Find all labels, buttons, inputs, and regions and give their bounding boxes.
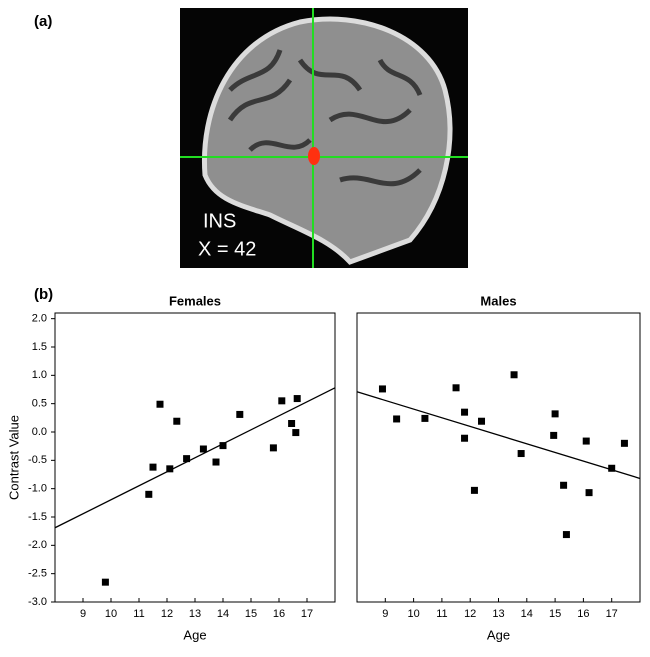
- data-point: [219, 442, 227, 450]
- y-tick-label: -2.0: [28, 539, 47, 551]
- y-tick-label: 1.5: [32, 341, 47, 353]
- y-tick-label: -1.0: [28, 483, 47, 495]
- x-tick-label: 11: [133, 608, 144, 620]
- y-tick-label: 0.5: [32, 398, 47, 410]
- data-point: [550, 431, 558, 439]
- x-tick-label: 14: [217, 608, 229, 620]
- y-tick-label: -2.5: [28, 568, 47, 580]
- mri-image: INS X = 42: [180, 8, 468, 268]
- panel-label: (b): [34, 286, 53, 303]
- x-tick-label: 11: [436, 608, 447, 620]
- data-point: [378, 385, 386, 393]
- data-point: [551, 410, 559, 418]
- x-tick-label: 17: [606, 608, 618, 620]
- data-point: [562, 531, 570, 539]
- data-point: [101, 578, 109, 586]
- x-axis-label: Age: [183, 627, 206, 642]
- plot-frame: [356, 312, 641, 603]
- y-tick-label: -0.5: [28, 454, 47, 466]
- data-point: [145, 490, 153, 498]
- y-tick-label: 2.0: [32, 313, 47, 325]
- activation-blob: [308, 147, 320, 165]
- data-point: [517, 450, 525, 458]
- x-tick-label: 10: [407, 608, 419, 620]
- x-tick-label: 12: [464, 608, 476, 620]
- data-point: [278, 397, 286, 405]
- x-tick-label: 12: [161, 608, 173, 620]
- region-label: INS: [203, 210, 236, 232]
- x-tick-label: 13: [189, 608, 201, 620]
- x-tick-label: 9: [382, 608, 388, 620]
- x-tick-label: 17: [301, 608, 313, 620]
- chart-title: Females: [169, 293, 221, 308]
- data-point: [478, 417, 486, 425]
- y-tick-label: -1.5: [28, 511, 47, 523]
- x-tick-label: 9: [80, 608, 86, 620]
- x-axis-label: Age: [487, 627, 510, 642]
- x-tick-label: 16: [273, 608, 285, 620]
- data-point: [212, 458, 220, 466]
- data-point: [585, 489, 593, 497]
- chart-title: Males: [480, 293, 516, 308]
- data-point: [620, 439, 628, 447]
- x-tick-label: 14: [521, 608, 533, 620]
- data-point: [470, 486, 478, 494]
- y-axis-label: Contrast Value: [6, 415, 21, 500]
- x-tick-label: 15: [549, 608, 561, 620]
- data-point: [393, 415, 401, 423]
- data-point: [608, 464, 616, 472]
- x-tick-label: 13: [492, 608, 504, 620]
- x-tick-label: 16: [577, 608, 589, 620]
- data-point: [269, 444, 277, 452]
- y-tick-label: 1.0: [32, 369, 47, 381]
- data-point: [510, 371, 518, 379]
- data-point: [582, 437, 590, 445]
- x-tick-label: 10: [105, 608, 117, 620]
- data-point: [199, 445, 207, 453]
- data-point: [156, 400, 164, 408]
- data-point: [461, 408, 469, 416]
- fit-line: [356, 391, 641, 480]
- data-point: [421, 414, 429, 422]
- brain-slice: [201, 16, 453, 265]
- data-point: [292, 429, 300, 437]
- panel-label: (a): [34, 13, 52, 30]
- data-point: [183, 455, 191, 463]
- data-point: [173, 417, 181, 425]
- x-tick-label: 15: [245, 608, 257, 620]
- coordinate-label: X = 42: [198, 238, 256, 260]
- data-point: [560, 481, 568, 489]
- sulci: [227, 49, 423, 187]
- data-point: [149, 463, 157, 471]
- y-tick-label: -3.0: [28, 596, 47, 608]
- data-point: [461, 434, 469, 442]
- data-point: [166, 465, 174, 473]
- fit-line: [54, 387, 336, 529]
- data-point: [293, 395, 301, 403]
- data-point: [288, 420, 296, 427]
- data-point: [236, 410, 244, 418]
- data-point: [452, 384, 460, 392]
- y-tick-label: 0.0: [32, 426, 47, 438]
